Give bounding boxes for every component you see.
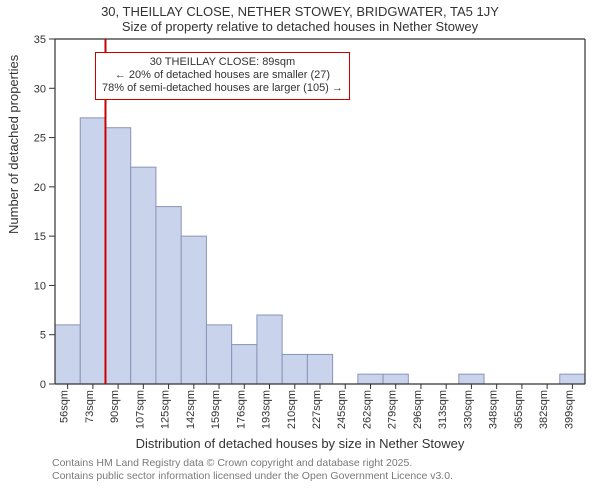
x-tick-label: 330sqm: [462, 390, 474, 429]
x-tick-label: 193sqm: [261, 390, 273, 429]
callout-line2: ← 20% of detached houses are smaller (27…: [102, 69, 343, 82]
bar: [131, 167, 156, 384]
bar: [232, 345, 257, 384]
x-tick-label: 159sqm: [210, 390, 222, 429]
caption-line1: Contains HM Land Registry data © Crown c…: [52, 457, 600, 470]
bar: [55, 325, 80, 384]
x-tick-label: 56sqm: [59, 390, 71, 423]
bar: [307, 354, 332, 384]
bar: [181, 236, 206, 384]
bar: [560, 374, 585, 384]
x-tick-label: 176sqm: [235, 390, 247, 429]
svg-text:35: 35: [34, 34, 46, 46]
bar: [383, 374, 408, 384]
svg-text:20: 20: [34, 182, 46, 194]
svg-text:25: 25: [34, 133, 46, 145]
bar: [459, 374, 484, 384]
bar: [105, 128, 130, 384]
bar: [206, 325, 231, 384]
x-tick-label: 107sqm: [134, 390, 146, 429]
bar: [358, 374, 383, 384]
x-axis-label: Distribution of detached houses by size …: [0, 436, 600, 451]
x-tick-label: 348sqm: [488, 390, 500, 429]
x-tick-label: 227sqm: [311, 390, 323, 429]
x-tick-label: 210sqm: [286, 390, 298, 429]
callout-line1: 30 THEILLAY CLOSE: 89sqm: [102, 56, 343, 69]
x-tick-label: 125sqm: [160, 390, 172, 429]
title-main: 30, THEILLAY CLOSE, NETHER STOWEY, BRIDG…: [0, 4, 600, 19]
x-tick-label: 90sqm: [109, 390, 121, 423]
x-tick-label: 296sqm: [412, 390, 424, 429]
chart-area: Number of detached properties 0 5 10 15 20 25…: [0, 34, 600, 434]
title-sub: Size of property relative to detached ho…: [0, 19, 600, 34]
x-tick-label: 279sqm: [387, 390, 399, 429]
y-axis-label: Number of detached properties: [6, 55, 21, 234]
x-tick-label: 73sqm: [84, 390, 96, 423]
svg-text:5: 5: [40, 330, 46, 342]
caption-line2: Contains public sector information licen…: [52, 470, 600, 483]
x-tick-label: 365sqm: [513, 390, 525, 429]
bar: [257, 315, 282, 384]
svg-text:15: 15: [34, 231, 46, 243]
x-tick-label: 399sqm: [563, 390, 575, 429]
svg-text:30: 30: [34, 83, 46, 95]
callout-line3: 78% of semi-detached houses are larger (…: [102, 82, 343, 95]
caption: Contains HM Land Registry data © Crown c…: [0, 451, 600, 483]
bar: [156, 207, 181, 384]
callout-box: 30 THEILLAY CLOSE: 89sqm ← 20% of detach…: [95, 52, 350, 100]
bar: [282, 354, 307, 384]
x-tick-label: 382sqm: [538, 390, 550, 429]
x-tick-label: 313sqm: [437, 390, 449, 429]
x-tick-label: 245sqm: [336, 390, 348, 429]
bar: [80, 118, 105, 384]
x-tick-label: 142sqm: [185, 390, 197, 429]
svg-text:10: 10: [34, 280, 46, 292]
svg-text:0: 0: [40, 379, 46, 391]
x-tick-label: 262sqm: [361, 390, 373, 429]
